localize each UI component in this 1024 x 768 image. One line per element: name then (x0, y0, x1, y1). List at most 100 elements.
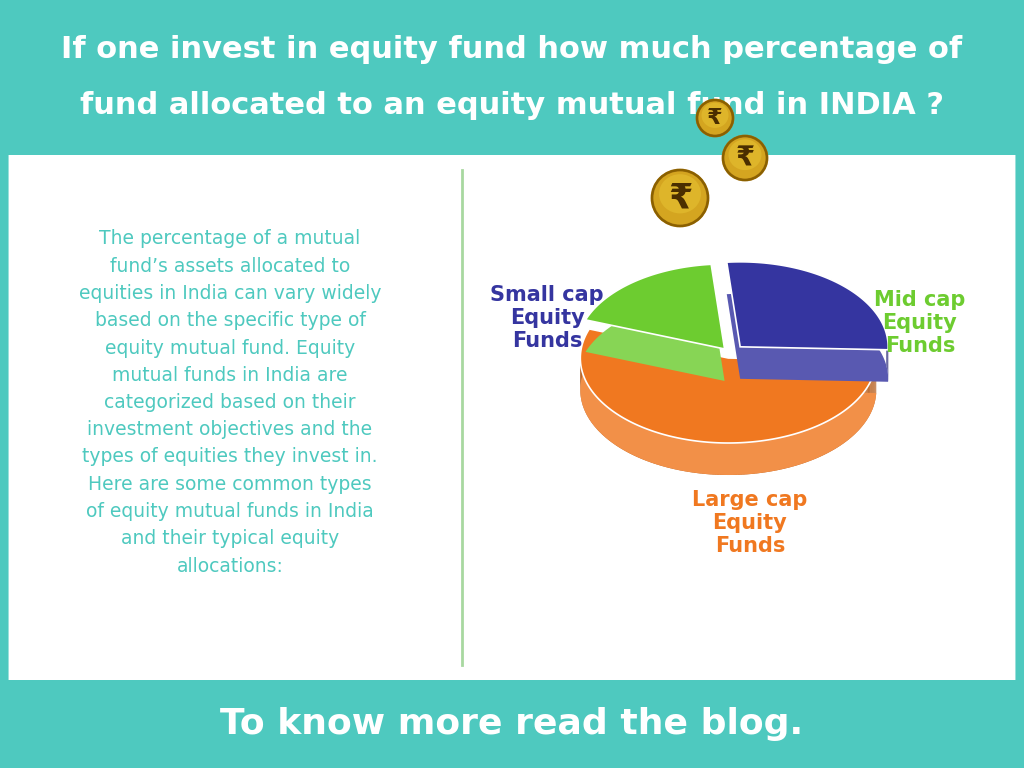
Polygon shape (592, 392, 593, 425)
Polygon shape (800, 432, 802, 465)
Polygon shape (607, 407, 609, 440)
Polygon shape (659, 433, 663, 466)
Polygon shape (823, 422, 825, 455)
Polygon shape (819, 424, 821, 457)
Polygon shape (785, 436, 787, 468)
Polygon shape (813, 427, 815, 460)
Ellipse shape (723, 136, 767, 180)
Polygon shape (674, 437, 677, 469)
Polygon shape (701, 442, 703, 474)
Polygon shape (810, 428, 813, 461)
Polygon shape (855, 401, 856, 434)
Polygon shape (672, 436, 674, 469)
Polygon shape (621, 416, 623, 449)
Text: ₹: ₹ (668, 181, 692, 215)
Polygon shape (669, 436, 672, 468)
Polygon shape (758, 441, 761, 473)
Polygon shape (696, 441, 698, 473)
Polygon shape (859, 397, 860, 430)
Polygon shape (648, 429, 650, 462)
Polygon shape (860, 396, 861, 429)
Text: Large cap
Equity
Funds: Large cap Equity Funds (692, 490, 808, 556)
Polygon shape (586, 264, 725, 349)
Polygon shape (663, 434, 665, 467)
Polygon shape (848, 407, 849, 440)
Polygon shape (603, 403, 604, 437)
Polygon shape (717, 442, 720, 475)
Text: fund allocated to an equity mutual fund in INDIA ?: fund allocated to an equity mutual fund … (80, 91, 944, 120)
Polygon shape (602, 402, 603, 435)
Polygon shape (636, 425, 638, 457)
Polygon shape (642, 427, 644, 460)
Polygon shape (863, 392, 864, 425)
Text: The percentage of a mutual
fund’s assets allocated to
equities in India can vary: The percentage of a mutual fund’s assets… (79, 230, 381, 575)
Polygon shape (650, 430, 653, 463)
Polygon shape (737, 442, 740, 475)
Polygon shape (703, 442, 707, 474)
Polygon shape (851, 405, 852, 438)
Polygon shape (768, 439, 771, 472)
Polygon shape (625, 419, 626, 452)
Text: If one invest in equity fund how much percentage of: If one invest in equity fund how much pe… (61, 35, 963, 64)
Polygon shape (802, 431, 804, 464)
Polygon shape (596, 396, 597, 429)
Polygon shape (840, 413, 842, 446)
Polygon shape (681, 439, 684, 471)
Polygon shape (640, 426, 642, 459)
Polygon shape (745, 442, 748, 475)
Polygon shape (827, 420, 828, 453)
Polygon shape (837, 415, 838, 449)
Polygon shape (604, 405, 606, 438)
Polygon shape (748, 442, 751, 475)
Polygon shape (793, 434, 795, 467)
Polygon shape (709, 442, 712, 475)
Ellipse shape (701, 103, 728, 128)
Polygon shape (693, 441, 696, 473)
Polygon shape (856, 399, 857, 432)
Polygon shape (606, 406, 607, 439)
Polygon shape (795, 433, 797, 466)
Polygon shape (644, 428, 646, 461)
Polygon shape (632, 422, 634, 455)
Polygon shape (833, 417, 835, 450)
Polygon shape (727, 443, 730, 475)
Polygon shape (623, 417, 625, 451)
Polygon shape (846, 408, 848, 442)
Polygon shape (698, 442, 701, 474)
Polygon shape (609, 409, 610, 442)
Ellipse shape (659, 174, 701, 214)
Polygon shape (763, 440, 766, 472)
Polygon shape (773, 439, 775, 471)
Polygon shape (684, 439, 686, 472)
Ellipse shape (652, 170, 708, 226)
Polygon shape (761, 441, 763, 473)
Text: Mid cap
Equity
Funds: Mid cap Equity Funds (874, 290, 966, 356)
Polygon shape (756, 442, 758, 474)
Polygon shape (714, 442, 717, 475)
Polygon shape (597, 397, 598, 430)
Polygon shape (854, 402, 855, 435)
Polygon shape (581, 329, 877, 443)
Polygon shape (783, 436, 785, 469)
Polygon shape (0, 155, 1024, 680)
Polygon shape (852, 403, 854, 436)
Polygon shape (845, 409, 846, 442)
Polygon shape (808, 429, 810, 462)
Polygon shape (630, 422, 632, 455)
Polygon shape (821, 423, 823, 456)
Polygon shape (653, 431, 655, 464)
Polygon shape (626, 419, 628, 452)
Polygon shape (730, 443, 732, 475)
Polygon shape (778, 438, 780, 470)
Polygon shape (771, 439, 773, 472)
Polygon shape (581, 361, 877, 475)
Polygon shape (613, 412, 615, 445)
Polygon shape (657, 432, 659, 465)
Polygon shape (593, 393, 594, 426)
Polygon shape (806, 429, 808, 462)
Polygon shape (830, 419, 833, 452)
Polygon shape (628, 421, 630, 454)
Polygon shape (780, 437, 783, 469)
Ellipse shape (697, 100, 733, 136)
Polygon shape (655, 432, 657, 465)
